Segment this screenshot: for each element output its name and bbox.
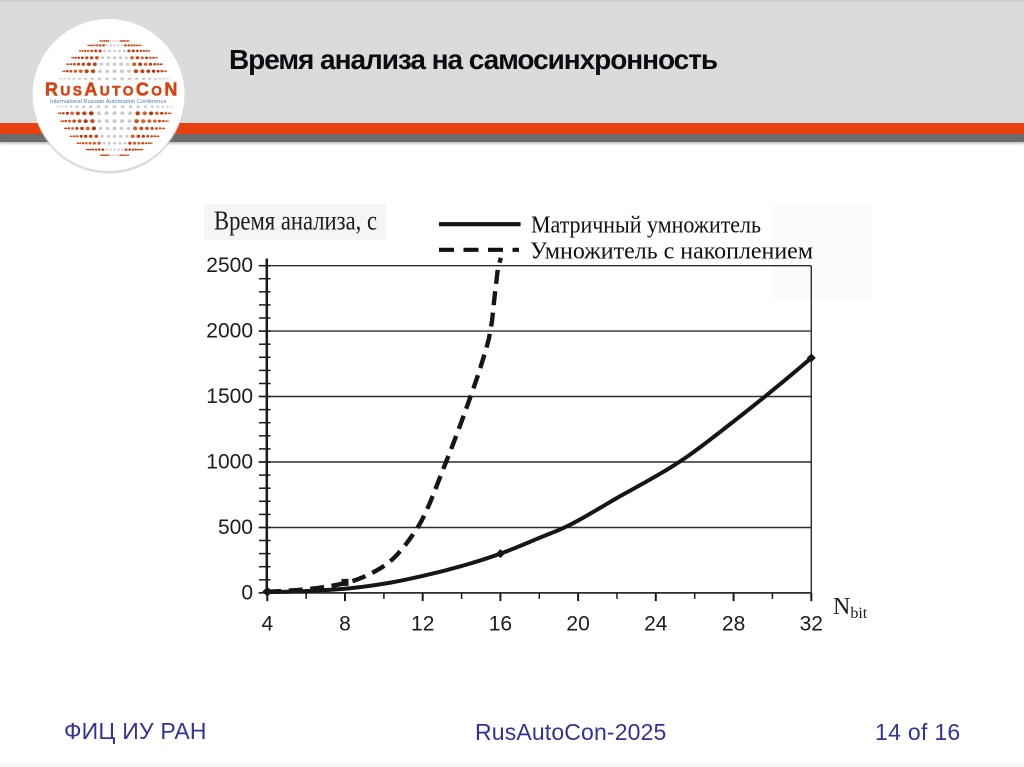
svg-text:12: 12 [411,613,434,636]
svg-text:RUSAUTOCON: RUSAUTOCON [45,80,180,100]
svg-text:20: 20 [566,613,589,636]
svg-text:International Russian Automati: International Russian Automation Confere… [50,99,167,105]
svg-text:16: 16 [489,613,512,636]
svg-text:500: 500 [218,516,253,539]
svg-text:Время анализа, с: Время анализа, с [214,205,377,236]
svg-text:0: 0 [241,581,253,604]
svg-text:8: 8 [339,613,351,636]
svg-text:2000: 2000 [206,320,253,343]
svg-text:1000: 1000 [206,451,253,474]
svg-text:28: 28 [722,613,745,636]
svg-text:Nbit: Nbit [833,594,868,622]
svg-text:1500: 1500 [206,385,253,408]
svg-text:2500: 2500 [206,254,253,277]
svg-text:24: 24 [644,613,668,636]
svg-text:Умножитель с накоплением: Умножитель с накоплением [530,239,813,265]
svg-text:Матричный умножитель: Матричный умножитель [531,213,761,239]
svg-text:32: 32 [800,613,823,636]
svg-text:4: 4 [261,613,273,636]
